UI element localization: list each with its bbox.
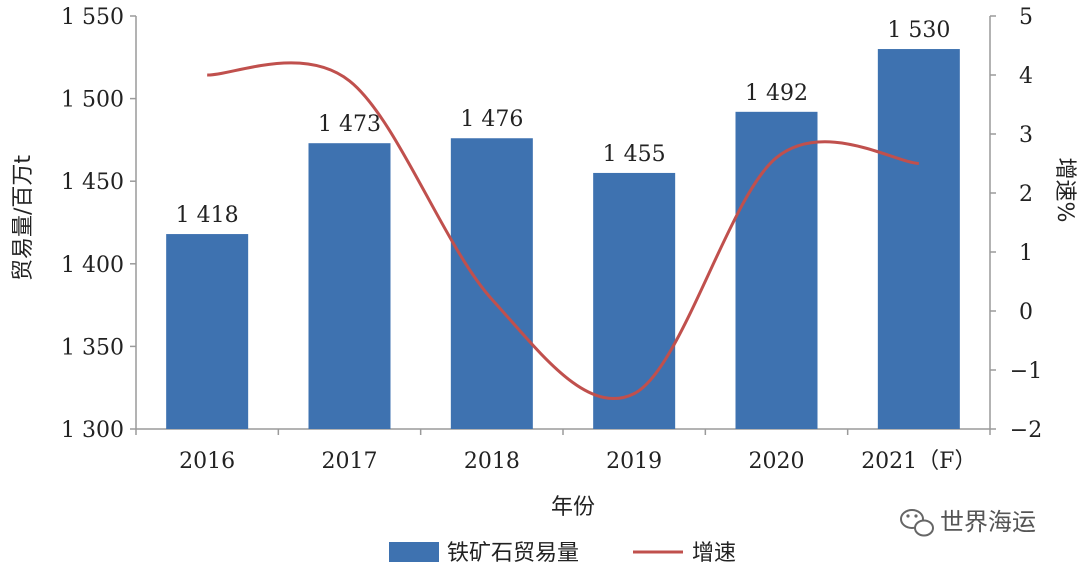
y-tick-label: 1 400 (61, 253, 124, 278)
bar-value-label: 1 476 (460, 107, 523, 132)
y-tick-label: 1 450 (61, 170, 124, 195)
bar-value-label: 1 418 (176, 203, 239, 228)
bar-value-label: 1 492 (745, 81, 808, 106)
x-tick-label: 2019 (606, 449, 662, 474)
tick-labels: 1 300 1 350 1 400 1 450 1 500 1 550 −2 −1 0 1 2 3 4 5… (61, 5, 1042, 474)
watermark: 世界海运 (900, 508, 1036, 537)
growth-line (207, 61, 919, 401)
x-axis-label: 年份 (551, 495, 595, 520)
y2-tick-label: 3 (1019, 123, 1033, 148)
y-tick-label: 1 350 (61, 335, 124, 360)
y2-tick-label: 0 (1019, 300, 1033, 325)
x-tick-label: 2020 (749, 449, 805, 474)
legend-label-line: 增速 (692, 541, 736, 566)
y-tick-label: 1 300 (61, 418, 124, 443)
data-labels: 1 418 1 473 1 476 1 455 1 492 1 530 (176, 18, 951, 228)
watermark-text: 世界海运 (940, 508, 1036, 536)
y-axis-label: 贸易量/百万t (11, 155, 36, 281)
legend-label-bar: 铁矿石贸易量 (447, 541, 579, 566)
y2-tick-label: −2 (1010, 418, 1042, 443)
y2-tick-label: −1 (1010, 359, 1042, 384)
y2-tick-label: 4 (1019, 64, 1033, 89)
legend: 铁矿石贸易量 增速 (389, 541, 736, 566)
bars (166, 49, 960, 430)
bar (308, 143, 391, 430)
x-tick-label: 2021（F） (861, 449, 976, 474)
bar-value-label: 1 455 (603, 142, 666, 167)
bar (735, 111, 818, 429)
y2-axis-label: 增速% (1052, 158, 1077, 223)
bar (593, 172, 676, 429)
axes (130, 15, 996, 435)
y2-tick-label: 5 (1019, 5, 1033, 30)
bar-value-label: 1 473 (318, 112, 381, 137)
y2-tick-label: 1 (1019, 241, 1033, 266)
legend-swatch-bar (389, 542, 439, 562)
y-tick-label: 1 550 (61, 5, 124, 30)
growth-line-group (207, 61, 919, 401)
x-tick-label: 2018 (464, 449, 520, 474)
y-tick-label: 1 500 (61, 88, 124, 113)
x-tick-label: 2016 (179, 449, 235, 474)
bar (450, 138, 533, 430)
bar (166, 234, 249, 429)
bar-value-label: 1 530 (887, 18, 950, 43)
x-tick-label: 2017 (322, 449, 378, 474)
bar (877, 49, 960, 429)
wechat-icon (900, 509, 934, 537)
y2-tick-label: 2 (1019, 182, 1033, 207)
